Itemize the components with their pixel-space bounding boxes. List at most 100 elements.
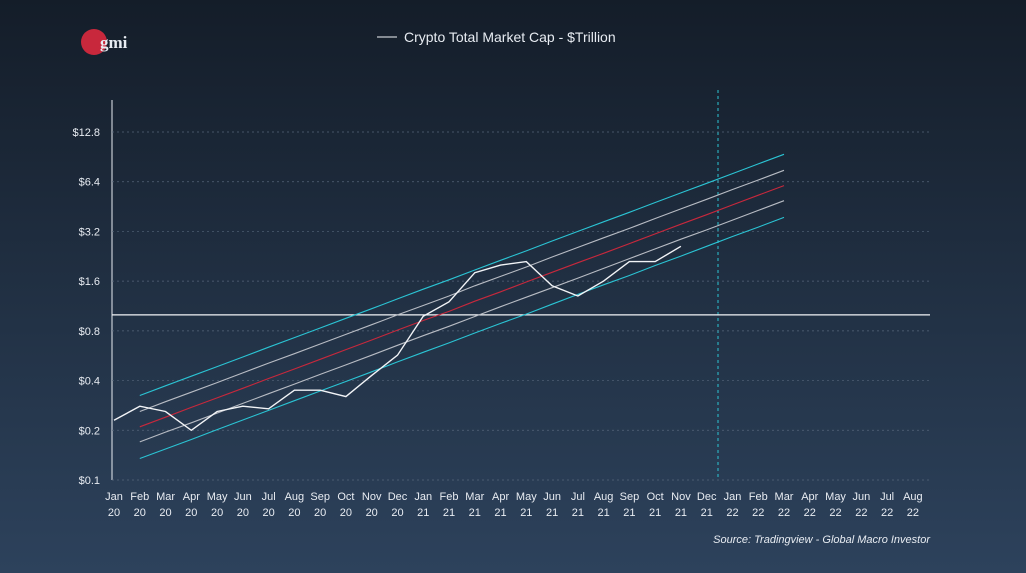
x-tick-label: Jul 20 <box>262 491 276 519</box>
x-tick-label: Oct 21 <box>647 491 664 519</box>
x-tick-year: 20 <box>237 507 249 519</box>
x-tick-month: Aug <box>285 491 305 503</box>
price-line <box>113 245 682 432</box>
x-tick-month: Nov <box>671 491 691 503</box>
x-tick-label: May 21 <box>516 491 537 519</box>
x-tick-month: Apr <box>492 491 509 503</box>
x-tick-label: Apr 21 <box>492 491 509 519</box>
x-tick-label: Mar 22 <box>775 491 794 519</box>
x-tick-label: Aug 20 <box>285 491 305 519</box>
x-tick-year: 20 <box>391 507 403 519</box>
x-tick-month: May <box>516 491 537 503</box>
logo-mark <box>81 29 107 55</box>
x-tick-month: Apr <box>183 491 200 503</box>
x-tick-year: 22 <box>907 507 919 519</box>
x-tick-month: Dec <box>697 491 717 503</box>
x-tick-month: Feb <box>130 491 149 503</box>
x-tick-month: Jul <box>262 491 276 503</box>
channel-line <box>139 200 785 443</box>
x-tick-year: 22 <box>752 507 764 519</box>
x-tick-year: 20 <box>340 507 352 519</box>
x-tick-month: Oct <box>337 491 354 503</box>
x-tick-month: May <box>825 491 846 503</box>
x-tick-label: Aug 22 <box>903 491 923 519</box>
x-tick-label: Dec 21 <box>697 491 717 519</box>
logo-text: gmi <box>100 33 128 52</box>
y-tick-label: $12.8 <box>72 127 100 139</box>
x-tick-year: 21 <box>417 507 429 519</box>
x-tick-label: Jan 22 <box>724 491 742 519</box>
x-tick-month: Jan <box>414 491 432 503</box>
x-tick-month: Oct <box>647 491 664 503</box>
x-tick-month: Jun <box>852 491 870 503</box>
x-tick-month: Jan <box>724 491 742 503</box>
x-tick-year: 21 <box>469 507 481 519</box>
x-tick-month: Dec <box>388 491 408 503</box>
x-tick-month: Nov <box>362 491 382 503</box>
x-tick-month: May <box>207 491 228 503</box>
x-tick-label: Apr 20 <box>183 491 200 519</box>
x-tick-year: 21 <box>675 507 687 519</box>
x-tick-label: Mar 20 <box>156 491 175 519</box>
chart-title: Crypto Total Market Cap - $Trillion <box>404 29 616 45</box>
x-tick-month: Aug <box>903 491 923 503</box>
x-tick-year: 20 <box>134 507 146 519</box>
x-tick-label: Feb 21 <box>440 491 459 519</box>
x-tick-year: 20 <box>211 507 223 519</box>
x-tick-label: Apr 22 <box>801 491 818 519</box>
x-tick-month: Mar <box>465 491 484 503</box>
x-tick-year: 20 <box>185 507 197 519</box>
x-tick-year: 21 <box>443 507 455 519</box>
x-tick-year: 21 <box>701 507 713 519</box>
channel-line <box>139 185 785 428</box>
x-tick-month: Sep <box>620 491 640 503</box>
y-tick-label: $1.6 <box>79 276 100 288</box>
x-tick-label: Feb 20 <box>130 491 149 519</box>
x-tick-label: Sep 21 <box>620 491 640 519</box>
x-tick-year: 21 <box>494 507 506 519</box>
x-tick-label: Jun 21 <box>543 491 561 519</box>
x-tick-label: Nov 20 <box>362 491 382 519</box>
x-tick-year: 22 <box>726 507 738 519</box>
y-tick-label: $6.4 <box>79 177 100 189</box>
y-tick-label: $0.1 <box>79 475 100 487</box>
x-tick-year: 20 <box>159 507 171 519</box>
x-tick-label: Jul 22 <box>880 491 894 519</box>
y-tick-label: $0.2 <box>79 425 100 437</box>
x-tick-label: Aug 21 <box>594 491 614 519</box>
x-tick-label: Jan 21 <box>414 491 432 519</box>
x-tick-month: Feb <box>440 491 459 503</box>
x-tick-label: Sep 20 <box>310 491 330 519</box>
x-tick-label: May 22 <box>825 491 846 519</box>
x-tick-year: 20 <box>108 507 120 519</box>
channel-line <box>139 153 785 397</box>
x-tick-label: Jun 20 <box>234 491 252 519</box>
x-tick-label: Mar 21 <box>465 491 484 519</box>
x-tick-label: Jan 20 <box>105 491 123 519</box>
x-tick-year: 21 <box>598 507 610 519</box>
x-tick-year: 21 <box>572 507 584 519</box>
x-tick-label: Oct 20 <box>337 491 354 519</box>
x-tick-month: Jul <box>880 491 894 503</box>
y-tick-label: $3.2 <box>79 226 100 238</box>
x-tick-month: Apr <box>801 491 818 503</box>
x-tick-label: Nov 21 <box>671 491 691 519</box>
x-tick-label: Dec 20 <box>388 491 408 519</box>
x-tick-year: 22 <box>881 507 893 519</box>
x-tick-month: Jan <box>105 491 123 503</box>
x-tick-month: Feb <box>749 491 768 503</box>
y-tick-label: $0.8 <box>79 326 100 338</box>
x-tick-year: 20 <box>314 507 326 519</box>
x-tick-year: 22 <box>855 507 867 519</box>
x-tick-year: 21 <box>623 507 635 519</box>
x-tick-month: Sep <box>310 491 330 503</box>
x-tick-label: May 20 <box>207 491 228 519</box>
x-tick-year: 20 <box>366 507 378 519</box>
x-tick-year: 21 <box>546 507 558 519</box>
x-tick-label: Jun 22 <box>852 491 870 519</box>
x-tick-year: 20 <box>262 507 274 519</box>
x-tick-year: 20 <box>288 507 300 519</box>
channel-line <box>139 169 785 413</box>
